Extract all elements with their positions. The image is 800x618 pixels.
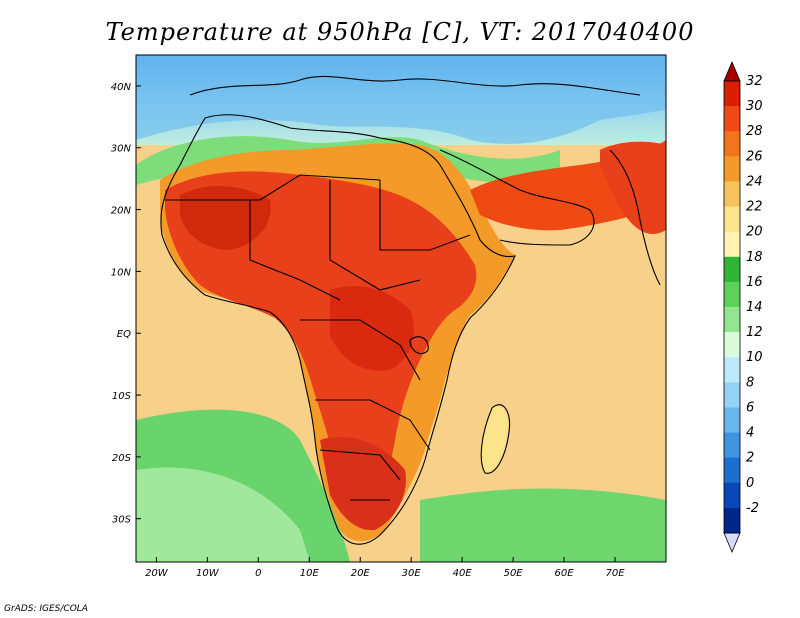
colorbar-segment bbox=[724, 206, 740, 233]
colorbar-segment bbox=[724, 307, 740, 333]
colorbar-label: 28 bbox=[746, 124, 763, 139]
colorbar-segment bbox=[724, 256, 740, 283]
sahara-hotspot bbox=[180, 185, 271, 250]
europe-coast bbox=[189, 75, 641, 96]
border-4 bbox=[379, 180, 471, 251]
x-tick-label: 10W bbox=[196, 568, 220, 579]
colorbar-label: 0 bbox=[746, 476, 754, 491]
colorbar-label: 24 bbox=[746, 174, 763, 189]
colorbar-label: 8 bbox=[746, 375, 754, 390]
colorbar-segment bbox=[724, 482, 740, 509]
x-tick-label: 70E bbox=[606, 568, 626, 579]
colorbar-label: 22 bbox=[746, 200, 763, 215]
y-tick-label: 30S bbox=[112, 515, 132, 526]
colorbar-segment bbox=[724, 357, 740, 383]
y-tick-label: 10N bbox=[111, 267, 132, 278]
colorbar-label: -2 bbox=[746, 501, 759, 516]
border-5 bbox=[300, 319, 421, 381]
africa-coastline bbox=[160, 114, 516, 545]
madagascar-warm bbox=[480, 406, 509, 473]
map-boundaries bbox=[160, 75, 661, 545]
central-hotspot bbox=[330, 286, 414, 371]
southern-green-band-east bbox=[420, 488, 666, 562]
border-1 bbox=[165, 174, 381, 201]
x-tick-label: 50E bbox=[504, 568, 524, 579]
colorbar-bottom-arrow bbox=[723, 532, 741, 554]
y-axis-ticks: 40N 30N 20N 10N EQ 10S 20S 30S bbox=[111, 82, 141, 526]
border-3 bbox=[329, 180, 421, 291]
border-2 bbox=[249, 200, 341, 301]
map-title: Temperature at 950hPa [C], VT: 201704040… bbox=[106, 18, 695, 46]
colorbar-label: 26 bbox=[746, 149, 763, 164]
madagascar-outline bbox=[480, 404, 511, 474]
map-plot bbox=[136, 55, 666, 562]
x-axis-ticks: 20W 10W 0 10E 20E 30E 40E 50E 60E 70E bbox=[145, 557, 625, 579]
africa-land-hot bbox=[165, 171, 477, 521]
plot-frame bbox=[135, 54, 667, 563]
colorbar-segment bbox=[724, 432, 740, 459]
colorbar-label: 30 bbox=[746, 99, 763, 114]
colorbar-segment bbox=[724, 231, 740, 258]
y-tick-label: 30N bbox=[111, 144, 132, 155]
grads-credit: GrADS: IGES/COLA bbox=[4, 604, 88, 614]
x-tick-label: 60E bbox=[555, 568, 575, 579]
y-tick-label: 10S bbox=[112, 391, 132, 402]
colorbar-label: 20 bbox=[746, 225, 763, 240]
border-6 bbox=[315, 399, 431, 451]
colorbar-label: 4 bbox=[746, 426, 754, 441]
colorbar-segment bbox=[724, 81, 740, 107]
colorbar-label: 14 bbox=[746, 300, 763, 315]
x-tick-label: 0 bbox=[255, 568, 261, 579]
x-tick-label: 40E bbox=[453, 568, 473, 579]
colorbar-label: 12 bbox=[746, 325, 763, 340]
colorbar-segment bbox=[724, 507, 740, 534]
colorbar-label: 18 bbox=[746, 250, 763, 265]
x-tick-label: 30E bbox=[402, 568, 422, 579]
x-tick-label: 20W bbox=[145, 568, 169, 579]
colorbar-label: 10 bbox=[746, 350, 763, 365]
colorbar-label: 16 bbox=[746, 275, 763, 290]
y-tick-label: EQ bbox=[117, 329, 131, 340]
mediterranean-field bbox=[136, 55, 666, 144]
india-hot bbox=[600, 141, 666, 235]
colorbar-label: 32 bbox=[746, 74, 763, 89]
arabia-coast bbox=[439, 149, 595, 246]
border-7 bbox=[319, 449, 401, 481]
colorbar-top-arrow bbox=[723, 60, 741, 82]
y-tick-label: 40N bbox=[111, 82, 132, 93]
india-coast bbox=[609, 149, 661, 286]
colorbar-segment bbox=[724, 281, 740, 308]
colorbar-segment bbox=[724, 131, 740, 157]
colorbar-segment bbox=[724, 106, 740, 132]
colorbar-segment bbox=[724, 181, 740, 208]
colorbar-segment bbox=[724, 156, 740, 182]
colorbar-frame bbox=[723, 80, 741, 534]
lake-victoria bbox=[409, 336, 429, 355]
colorbar-segment bbox=[724, 457, 740, 484]
colorbar-segment bbox=[724, 407, 740, 434]
colorbar-segment bbox=[724, 332, 740, 358]
colorbar-label: 6 bbox=[746, 400, 754, 415]
y-tick-label: 20S bbox=[112, 453, 132, 464]
southern-light-green bbox=[136, 467, 310, 562]
colorbar-segment bbox=[724, 382, 740, 408]
x-tick-label: 10E bbox=[300, 568, 320, 579]
y-tick-label: 20N bbox=[111, 206, 132, 217]
colorbar-label: 2 bbox=[746, 451, 754, 466]
x-tick-label: 20E bbox=[351, 568, 371, 579]
